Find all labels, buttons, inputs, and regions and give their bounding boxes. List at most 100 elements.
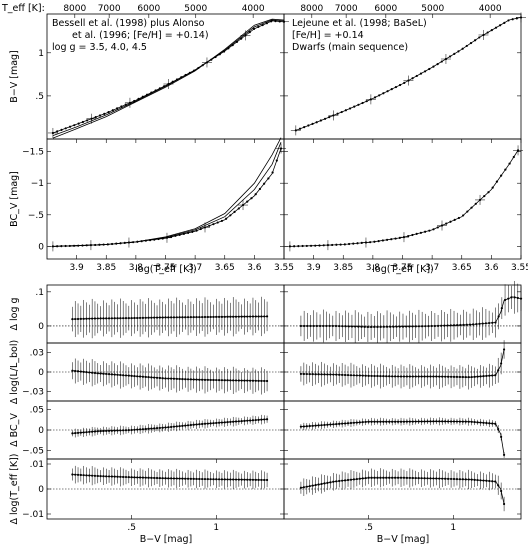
data-point: [260, 478, 263, 482]
data-point: [396, 375, 400, 378]
data-point: [220, 478, 224, 481]
data-point: [482, 33, 485, 37]
data-point: [122, 429, 125, 432]
data-point: [473, 375, 476, 378]
data-point: [299, 425, 303, 428]
data-point: [155, 427, 159, 430]
data-point: [191, 230, 194, 233]
data-point: [102, 372, 105, 375]
data-point: [438, 375, 441, 378]
data-point: [243, 478, 246, 481]
y-tick-label: .5: [35, 92, 44, 102]
data-point: [395, 325, 398, 328]
data-point: [153, 238, 156, 241]
data-point: [435, 375, 438, 378]
data-point: [305, 372, 308, 376]
data-point: [64, 244, 67, 248]
y-axis-title: Δ log(T_eff [K]): [9, 453, 20, 524]
data-point: [319, 119, 322, 122]
data-point: [440, 224, 444, 227]
data-point: [223, 315, 226, 318]
data-point: [510, 296, 513, 299]
data-point: [436, 226, 439, 229]
x-tick-label: 3.6: [247, 263, 262, 273]
data-point: [248, 31, 251, 34]
data-point: [411, 325, 414, 328]
data-point: [68, 244, 71, 248]
data-point: [364, 374, 367, 377]
data-point: [155, 476, 159, 480]
data-point: [148, 239, 152, 242]
data-point: [438, 420, 441, 423]
data-point: [120, 105, 123, 108]
data-point: [249, 478, 252, 481]
data-point: [446, 324, 449, 327]
data-point: [491, 321, 494, 324]
data-point: [494, 422, 497, 425]
data-point: [111, 109, 114, 112]
data-point: [347, 325, 350, 328]
data-point: [193, 69, 196, 72]
data-point: [420, 375, 423, 378]
data-point: [252, 27, 256, 31]
x-tick-label: 3.75: [155, 263, 175, 273]
data-point: [394, 476, 397, 479]
data-point: [331, 324, 334, 328]
data-point: [206, 422, 209, 425]
data-point: [88, 371, 91, 374]
data-point: [77, 122, 80, 125]
data-point: [461, 375, 464, 379]
data-point: [453, 218, 456, 221]
data-point: [440, 324, 443, 327]
x-tick-label: 3.7: [188, 263, 202, 273]
teff-tick-label: 6000: [137, 4, 160, 14]
data-point: [243, 379, 246, 382]
data-point: [465, 44, 468, 48]
data-point: [136, 428, 139, 431]
data-point: [497, 427, 500, 431]
data-point: [113, 373, 116, 376]
data-point: [332, 114, 335, 117]
teff-tick-label: 5000: [421, 4, 444, 14]
data-point: [461, 478, 464, 481]
data-point: [373, 374, 376, 378]
data-point: [71, 369, 74, 372]
data-point: [98, 243, 101, 246]
data-point: [373, 240, 376, 243]
data-point: [93, 430, 97, 433]
data-point: [364, 420, 367, 424]
data-point: [420, 420, 423, 423]
data-point: [96, 372, 99, 375]
teff-axis-label: T_eff [K]:: [1, 3, 45, 14]
data-point: [82, 370, 85, 373]
data-point: [473, 420, 476, 424]
data-point: [415, 74, 418, 78]
data-point: [305, 485, 308, 488]
data-point: [96, 430, 99, 433]
data-point: [158, 476, 161, 480]
data-point: [343, 243, 346, 246]
data-point: [482, 479, 485, 482]
data-point: [326, 244, 330, 247]
data-point: [209, 478, 212, 481]
data-point: [513, 296, 516, 299]
data-point: [294, 129, 297, 132]
y-axis-title: Δ log(L/L_bol): [9, 340, 20, 404]
data-point: [414, 476, 417, 480]
data-point: [243, 315, 246, 318]
data-point: [251, 419, 255, 422]
data-point: [314, 373, 317, 376]
data-point: [320, 482, 323, 486]
data-point: [414, 420, 417, 423]
data-point: [107, 475, 111, 478]
data-point: [325, 324, 328, 328]
data-point: [435, 477, 438, 480]
data-point: [170, 425, 173, 429]
data-point: [225, 217, 228, 220]
data-point: [119, 317, 122, 320]
data-point: [405, 325, 408, 328]
data-point: [237, 379, 240, 382]
data-point: [432, 477, 435, 480]
data-point: [184, 477, 187, 480]
data-point: [172, 477, 176, 480]
